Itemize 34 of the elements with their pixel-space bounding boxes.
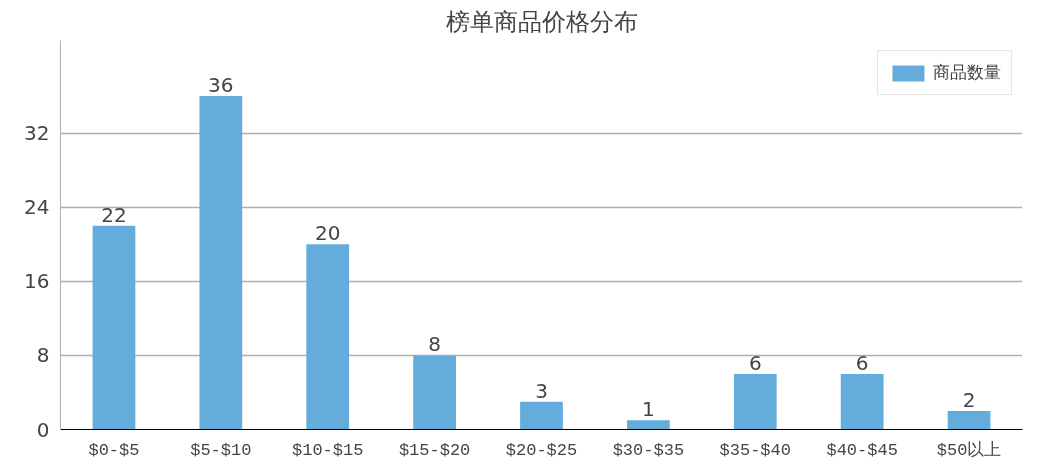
bar [840, 373, 884, 430]
x-tick-label: $40-$45 [826, 440, 898, 460]
chart-title: 榜单商品价格分布 [445, 7, 638, 36]
bar [413, 355, 456, 430]
bar [947, 410, 991, 430]
data-label: 1 [642, 397, 655, 422]
bar [306, 244, 350, 430]
bar [199, 96, 243, 430]
y-tick-label: 24 [24, 195, 50, 220]
x-tick-label: $10-$15 [292, 440, 364, 460]
y-tick-label: 0 [36, 417, 50, 442]
data-label: 8 [428, 332, 441, 357]
y-tick-label: 32 [24, 121, 50, 146]
bar [733, 373, 777, 430]
data-label: 6 [855, 350, 869, 375]
bar [92, 225, 136, 430]
x-tick-label: $5-$10 [190, 440, 252, 460]
x-tick-label: $15-$20 [398, 440, 471, 460]
y-tick-label: 8 [36, 343, 50, 368]
x-tick-label: $30-$35 [612, 440, 685, 460]
bar [520, 401, 563, 430]
x-tick-label: $35-$40 [719, 440, 791, 460]
bar [627, 420, 670, 430]
y-tick-label: 16 [24, 269, 50, 294]
legend-label: 商品数量 [933, 61, 1001, 84]
x-tick-label: $20-$25 [505, 440, 578, 460]
data-label: 20 [315, 221, 341, 246]
data-label: 3 [535, 378, 548, 403]
data-label: 2 [962, 387, 976, 412]
x-tick-label: $0-$5 [88, 440, 140, 460]
x-tick-label: $50以上 [936, 440, 1002, 460]
data-label: 6 [748, 350, 762, 375]
data-label: 22 [101, 202, 127, 227]
data-label: 36 [208, 73, 234, 98]
